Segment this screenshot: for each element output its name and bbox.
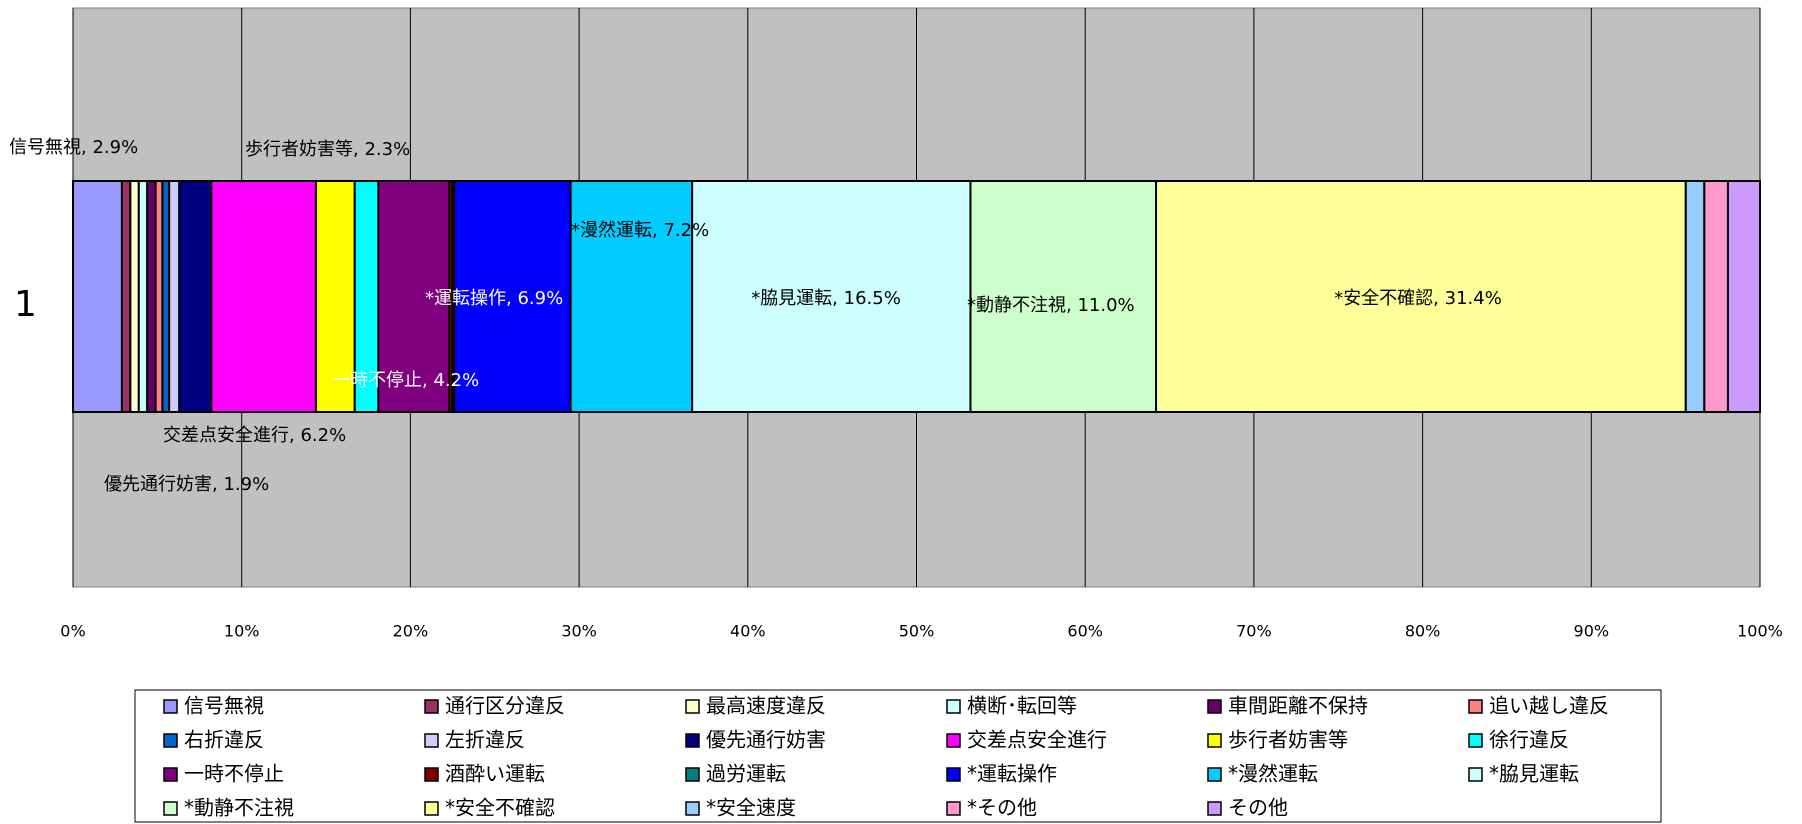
bar-segment <box>168 180 181 413</box>
legend-label: *その他 <box>967 796 1037 820</box>
legend-swatch <box>946 699 961 714</box>
legend-label: 車間距離不保持 <box>1228 694 1368 718</box>
data-label: *動静不注視, 11.0% <box>967 295 1135 316</box>
legend-swatch <box>424 733 439 748</box>
bar-segment <box>137 180 149 413</box>
legend-label: *安全不確認 <box>445 796 555 820</box>
legend-label: *脇見運転 <box>1489 762 1579 786</box>
bar-segment <box>146 180 157 413</box>
bar-segment <box>210 180 317 413</box>
legend-label: *動静不注視 <box>184 796 294 820</box>
legend-label: 優先通行妨害 <box>706 728 826 752</box>
x-tick-label: 100% <box>1737 622 1783 641</box>
legend-swatch <box>424 801 439 816</box>
data-label: *脇見運転, 16.5% <box>751 288 901 309</box>
x-tick-label: 70% <box>1236 622 1272 641</box>
bar-segment <box>691 180 972 413</box>
legend-label: 過労運転 <box>706 762 786 786</box>
x-tick-label: 50% <box>899 622 935 641</box>
legend-swatch <box>685 767 700 782</box>
x-tick-label: 20% <box>393 622 429 641</box>
bar-segment <box>161 180 171 413</box>
data-label: 歩行者妨害等, 2.3% <box>245 139 410 160</box>
legend-label: 追い越し違反 <box>1489 694 1609 718</box>
legend-swatch <box>163 699 178 714</box>
legend-swatch <box>163 733 178 748</box>
bar-segment <box>969 180 1158 413</box>
x-tick-label: 0% <box>60 622 85 641</box>
data-label: 優先通行妨害, 1.9% <box>104 474 269 495</box>
bar-segment <box>377 180 451 413</box>
legend-swatch <box>685 801 700 816</box>
data-label: 信号無視, 2.9% <box>9 137 138 158</box>
bar-segment <box>120 180 132 413</box>
legend-label: 酒酔い運転 <box>445 762 545 786</box>
legend-label: 交差点安全進行 <box>967 728 1107 752</box>
legend-label: 右折違反 <box>184 728 264 752</box>
data-label: 一時不停止, 4.2% <box>332 370 479 391</box>
legend-swatch <box>1207 767 1222 782</box>
y-tick-label: 1 <box>14 284 37 325</box>
x-tick-label: 90% <box>1574 622 1610 641</box>
data-label: 交差点安全進行, 6.2% <box>163 425 346 446</box>
legend-swatch <box>1468 699 1483 714</box>
legend-swatch <box>946 801 961 816</box>
legend-label: 通行区分違反 <box>445 694 565 718</box>
legend-label: *安全速度 <box>706 796 796 820</box>
legend-label: 左折違反 <box>445 728 525 752</box>
legend-label: 信号無視 <box>184 694 264 718</box>
bar-segment <box>453 180 572 413</box>
x-tick-label: 60% <box>1067 622 1103 641</box>
legend-label: 最高速度違反 <box>706 694 826 718</box>
legend-swatch <box>946 733 961 748</box>
legend-box <box>134 689 1662 823</box>
legend-swatch <box>1468 767 1483 782</box>
bar-segment <box>178 180 213 413</box>
legend-label: その他 <box>1228 796 1288 820</box>
data-label: *運転操作, 6.9% <box>425 288 563 309</box>
legend-swatch <box>1468 733 1483 748</box>
legend-swatch <box>424 767 439 782</box>
legend-swatch <box>946 767 961 782</box>
bar-segment <box>72 180 123 413</box>
bar-segment <box>314 180 356 413</box>
bar-segment <box>569 180 694 413</box>
legend-swatch <box>1207 733 1222 748</box>
legend-swatch <box>685 733 700 748</box>
legend-swatch <box>1207 801 1222 816</box>
legend-swatch <box>163 767 178 782</box>
bar-segment <box>1703 180 1729 413</box>
legend-swatch <box>1207 699 1222 714</box>
x-tick-label: 30% <box>561 622 597 641</box>
legend-label: 徐行違反 <box>1489 728 1569 752</box>
bar-segment <box>1726 180 1762 413</box>
legend-label: 一時不停止 <box>184 762 284 786</box>
bar-segment <box>154 180 164 413</box>
legend-swatch <box>424 699 439 714</box>
x-tick-label: 40% <box>730 622 766 641</box>
legend-swatch <box>685 699 700 714</box>
data-label: *安全不確認, 31.4% <box>1334 288 1502 309</box>
bar-segment <box>129 180 140 413</box>
x-tick-label: 80% <box>1405 622 1441 641</box>
legend-label: 歩行者妨害等 <box>1228 728 1348 752</box>
legend-label: 横断･転回等 <box>967 694 1077 718</box>
legend-label: *運転操作 <box>967 762 1057 786</box>
bar-segment <box>1684 180 1706 413</box>
data-label: *漫然運転, 7.2% <box>571 220 709 241</box>
legend-swatch <box>163 801 178 816</box>
legend-label: *漫然運転 <box>1228 762 1318 786</box>
x-tick-label: 10% <box>224 622 260 641</box>
